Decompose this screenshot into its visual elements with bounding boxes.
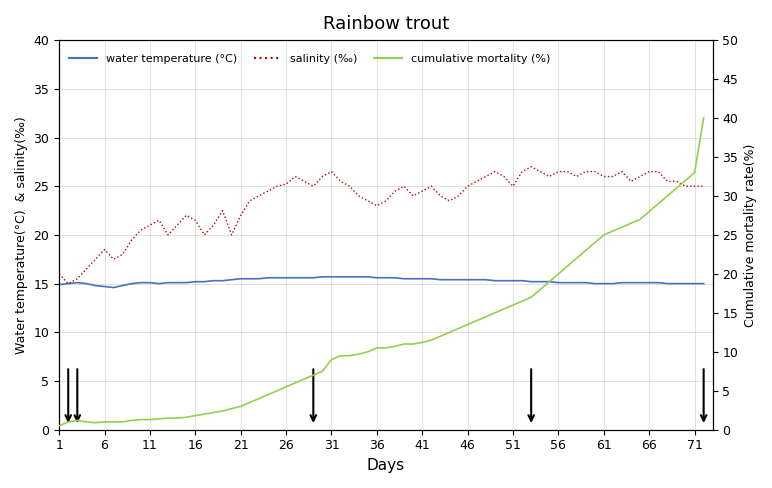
Title: Rainbow trout: Rainbow trout [323,15,449,33]
X-axis label: Days: Days [367,458,405,473]
Legend: water temperature (°C), salinity (‰), cumulative mortality (%): water temperature (°C), salinity (‰), cu… [65,50,555,68]
Y-axis label: Cumulative mortality rate(%): Cumulative mortality rate(%) [744,143,757,326]
Y-axis label: Water temperature(°C)  & salinity(‰): Water temperature(°C) & salinity(‰) [15,116,28,354]
